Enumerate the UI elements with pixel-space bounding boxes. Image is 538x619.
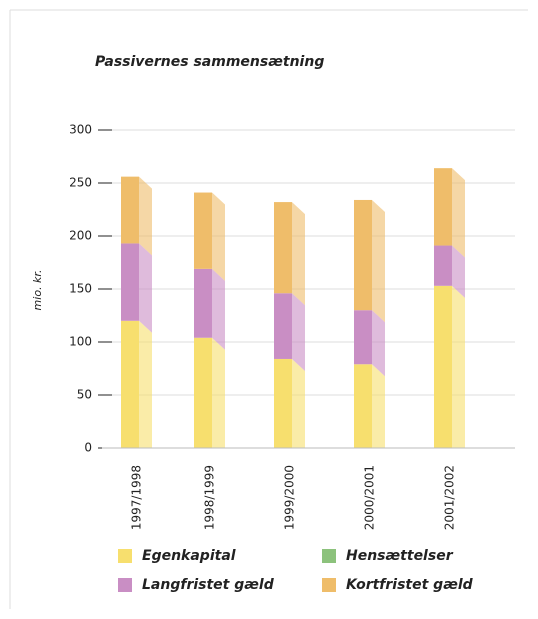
bar-side bbox=[212, 268, 225, 350]
bar-side bbox=[372, 199, 385, 323]
legend-swatch bbox=[322, 549, 336, 563]
bar-side bbox=[452, 168, 465, 258]
legend-label: Kortfristet gæld bbox=[346, 577, 474, 593]
y-tick-label: 50 bbox=[77, 388, 92, 402]
bar-segment bbox=[274, 293, 292, 359]
y-tick-label: 250 bbox=[69, 176, 92, 190]
bar-side bbox=[212, 192, 225, 281]
bar-side bbox=[452, 245, 465, 298]
legend-swatch bbox=[118, 549, 132, 563]
bar-segment bbox=[274, 202, 292, 294]
bar-segment bbox=[194, 192, 212, 269]
bar-side bbox=[139, 243, 152, 333]
bar-segment bbox=[194, 268, 212, 338]
y-tick-label: 150 bbox=[69, 282, 92, 296]
x-tick-label: 1999/2000 bbox=[283, 465, 297, 530]
y-axis-label: mio. kr. bbox=[31, 270, 44, 311]
bar-side bbox=[139, 320, 152, 448]
bar-segment bbox=[354, 310, 372, 365]
bar-side bbox=[292, 293, 305, 371]
bar-side bbox=[452, 285, 465, 448]
bar-segment bbox=[121, 320, 139, 448]
legend-label: Langfristet gæld bbox=[142, 577, 275, 593]
bar-segment bbox=[121, 243, 139, 321]
bar-side bbox=[372, 310, 385, 377]
bar-side bbox=[372, 364, 385, 448]
bar-segment bbox=[194, 337, 212, 448]
bar-segment bbox=[434, 285, 452, 448]
legend-label: Hensættelser bbox=[346, 548, 454, 564]
bar-side bbox=[292, 202, 305, 306]
legend-label: Egenkapital bbox=[142, 548, 236, 564]
bar-segment bbox=[354, 199, 372, 311]
bar-segment bbox=[121, 176, 139, 244]
x-tick-label: 1997/1998 bbox=[130, 465, 144, 530]
bar-segment bbox=[354, 364, 372, 448]
chart-title: Passivernes sammensætning bbox=[95, 54, 324, 70]
y-tick-label: 200 bbox=[69, 229, 92, 243]
bar-side bbox=[292, 358, 305, 448]
bar-segment bbox=[434, 168, 452, 246]
x-tick-label: 1998/1999 bbox=[203, 465, 217, 530]
y-tick-label: 100 bbox=[69, 335, 92, 349]
bar-side bbox=[212, 337, 225, 448]
legend-swatch bbox=[322, 578, 336, 592]
bar-segment bbox=[434, 245, 452, 286]
x-tick-label: 2000/2001 bbox=[363, 465, 377, 530]
legend-swatch bbox=[118, 578, 132, 592]
y-tick-label: 0 bbox=[84, 441, 92, 455]
bar-segment bbox=[274, 358, 292, 448]
bar-side bbox=[139, 176, 152, 256]
x-tick-label: 2001/2002 bbox=[443, 465, 457, 530]
y-tick-label: 300 bbox=[69, 123, 92, 137]
